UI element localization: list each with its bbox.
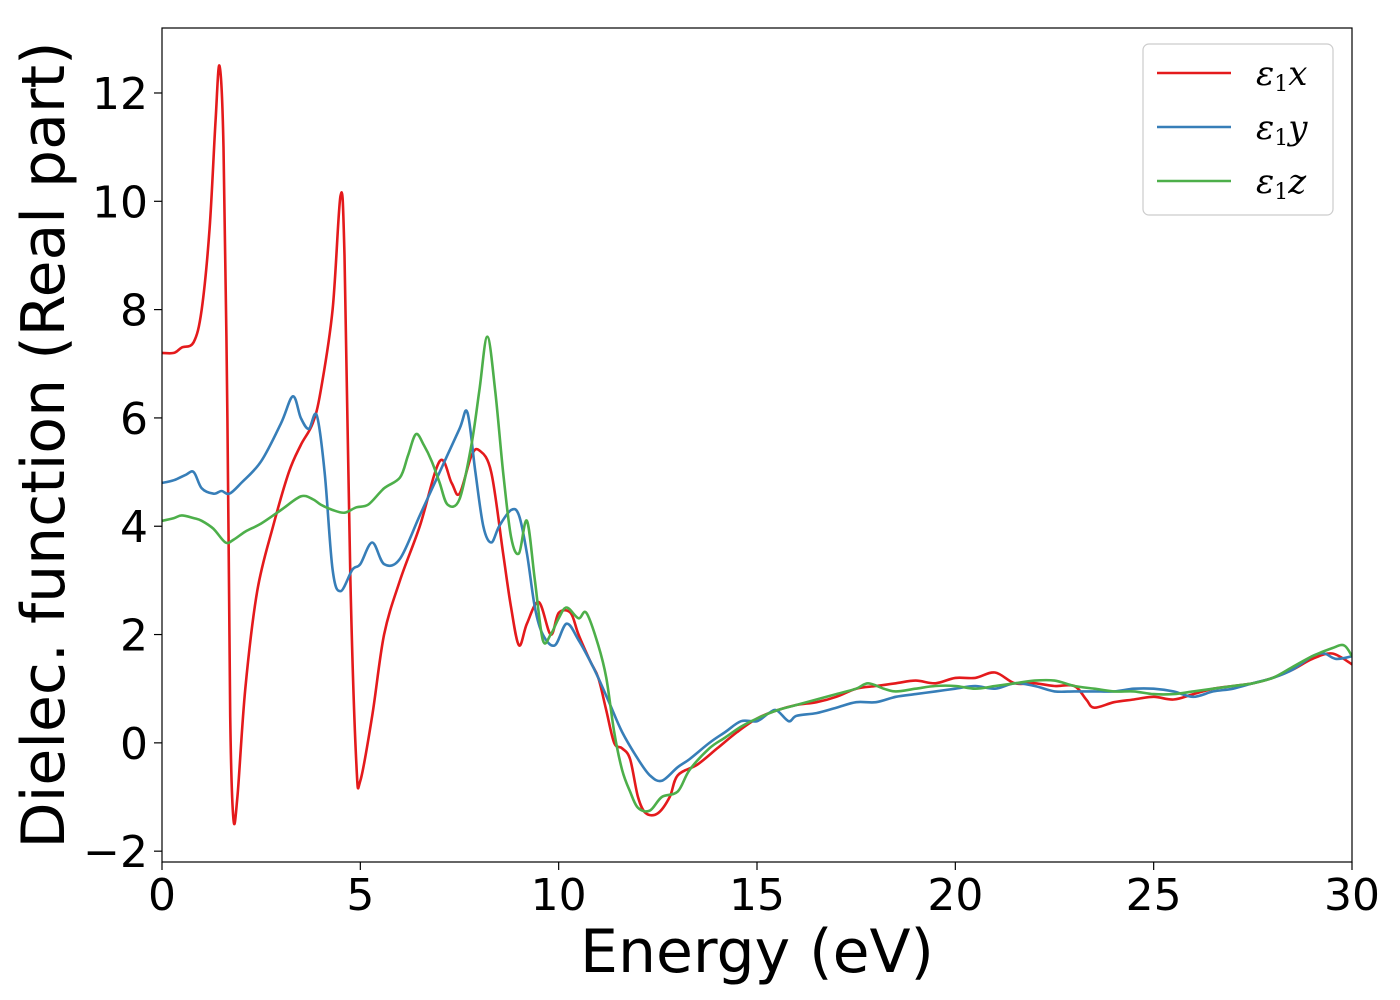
y-tick-label: 8 bbox=[120, 286, 148, 337]
x-tick-label: 5 bbox=[346, 870, 374, 921]
series-line-2 bbox=[162, 395, 1352, 783]
x-axis-label: Energy (eV) bbox=[580, 917, 934, 987]
y-tick-label: 0 bbox=[120, 719, 148, 770]
x-tick-label: 15 bbox=[729, 870, 785, 921]
x-tick-label: 30 bbox=[1324, 870, 1380, 921]
legend-box bbox=[1142, 43, 1334, 216]
y-tick-label: 2 bbox=[120, 611, 148, 662]
y-tick-label: −2 bbox=[83, 827, 148, 878]
x-tick-label: 20 bbox=[927, 870, 983, 921]
series-line-1 bbox=[162, 64, 1352, 826]
legend-items: ε1x ε1y ε1z bbox=[1157, 54, 1308, 205]
y-tick-label: 10 bbox=[92, 177, 148, 228]
x-tick-label: 10 bbox=[531, 870, 587, 921]
y-axis-label: Dielec. function (Real part) bbox=[9, 42, 79, 849]
plot-lines bbox=[162, 64, 1352, 826]
y-tick-label: 12 bbox=[92, 69, 148, 120]
legend-label-2: ε1y bbox=[1256, 108, 1308, 151]
y-tick-label: 6 bbox=[120, 394, 148, 445]
x-axis-ticks: 0 5 10 15 20 25 30 bbox=[148, 862, 1380, 921]
x-tick-label: 0 bbox=[148, 870, 176, 921]
legend-label-3: ε1z bbox=[1256, 162, 1307, 205]
series-line-3 bbox=[162, 335, 1352, 813]
x-tick-label: 25 bbox=[1126, 870, 1182, 921]
y-tick-label: 4 bbox=[120, 502, 148, 553]
legend-label-1: ε1x bbox=[1256, 54, 1307, 97]
y-axis-ticks: −2 0 2 4 6 8 10 12 bbox=[83, 69, 162, 878]
legend: ε1x ε1y ε1z bbox=[1142, 43, 1334, 216]
